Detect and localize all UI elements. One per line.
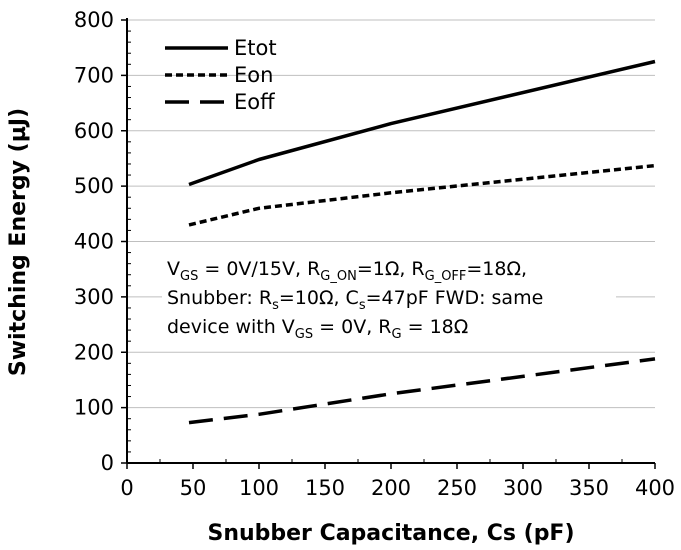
x-tick-label: 50 (180, 476, 207, 500)
annotation-text: = 0V/15V, R (198, 258, 320, 280)
y-tick-label: 100 (74, 396, 114, 420)
x-axis-title: Snubber Capacitance, Cs (pF) (207, 521, 574, 546)
series-line-etot (188, 59, 656, 187)
annotation-text: =1Ω, R (357, 258, 425, 280)
annotation-text: device with V (167, 316, 295, 338)
annotation-subscript: G (392, 327, 402, 342)
annotation-line-2: Snubber: Rs=10Ω, Cs=47pF FWD: same (167, 287, 543, 313)
y-tick-label: 200 (74, 340, 114, 364)
x-tick-label: 250 (437, 476, 477, 500)
y-tick-label: 400 (74, 230, 114, 254)
x-tick-label: 400 (635, 476, 675, 500)
y-axis-title: Switching Energy (µJ) (6, 108, 31, 376)
annotation-subscript: GS (180, 269, 198, 284)
annotation-note: VGS = 0V/15V, RG_ON=1Ω, RG_OFF=18Ω,Snubb… (167, 258, 543, 342)
annotation-subscript: s (272, 298, 279, 313)
legend-label-eoff: Eoff (234, 90, 275, 114)
annotation-text: =47pF FWD: same (366, 287, 544, 309)
y-tick-label: 300 (74, 285, 114, 309)
x-tick-label: 100 (239, 476, 279, 500)
tick-labels: 0 100 200 300 400 500 600 700 800 0 50 100 150 200 250… (74, 8, 675, 500)
annotation-subscript: GS (295, 327, 313, 342)
annotation-text: =10Ω, C (279, 287, 359, 309)
annotation-subscript: G_OFF (425, 269, 467, 284)
y-tick-label: 700 (74, 63, 114, 87)
annotation-subscript: G_ON (320, 269, 357, 284)
legend-label-eon: Eon (234, 63, 273, 87)
x-tick-label: 150 (305, 476, 345, 500)
axes (121, 18, 656, 469)
data-series (188, 59, 656, 425)
annotation-background (162, 247, 616, 340)
legend-label-etot: Etot (234, 36, 277, 60)
annotation-text: Snubber: R (167, 287, 272, 309)
y-tick-label: 800 (74, 8, 114, 32)
x-tick-label: 350 (569, 476, 609, 500)
annotation-text: =18Ω, (466, 258, 527, 280)
x-tick-label: 200 (371, 476, 411, 500)
y-tick-label: 600 (74, 119, 114, 143)
annotation-text: = 0V, R (313, 316, 391, 338)
annotation-subscript: s (359, 298, 366, 313)
y-tick-label: 500 (74, 174, 114, 198)
annotation-text: V (167, 258, 180, 280)
gridlines (127, 19, 655, 409)
annotation-bg (162, 247, 616, 340)
annotation-line-3: device with VGS = 0V, RG = 18Ω (167, 316, 468, 342)
series-line-eon (188, 163, 656, 227)
series-line-eoff (188, 357, 656, 425)
x-tick-label: 300 (503, 476, 543, 500)
legend: Etot Eon Eoff (165, 36, 277, 114)
y-tick-label: 0 (101, 451, 114, 475)
annotation-line-1: VGS = 0V/15V, RG_ON=1Ω, RG_OFF=18Ω, (167, 258, 527, 284)
annotation-text: = 18Ω (402, 316, 469, 338)
x-tick-label: 0 (120, 476, 133, 500)
